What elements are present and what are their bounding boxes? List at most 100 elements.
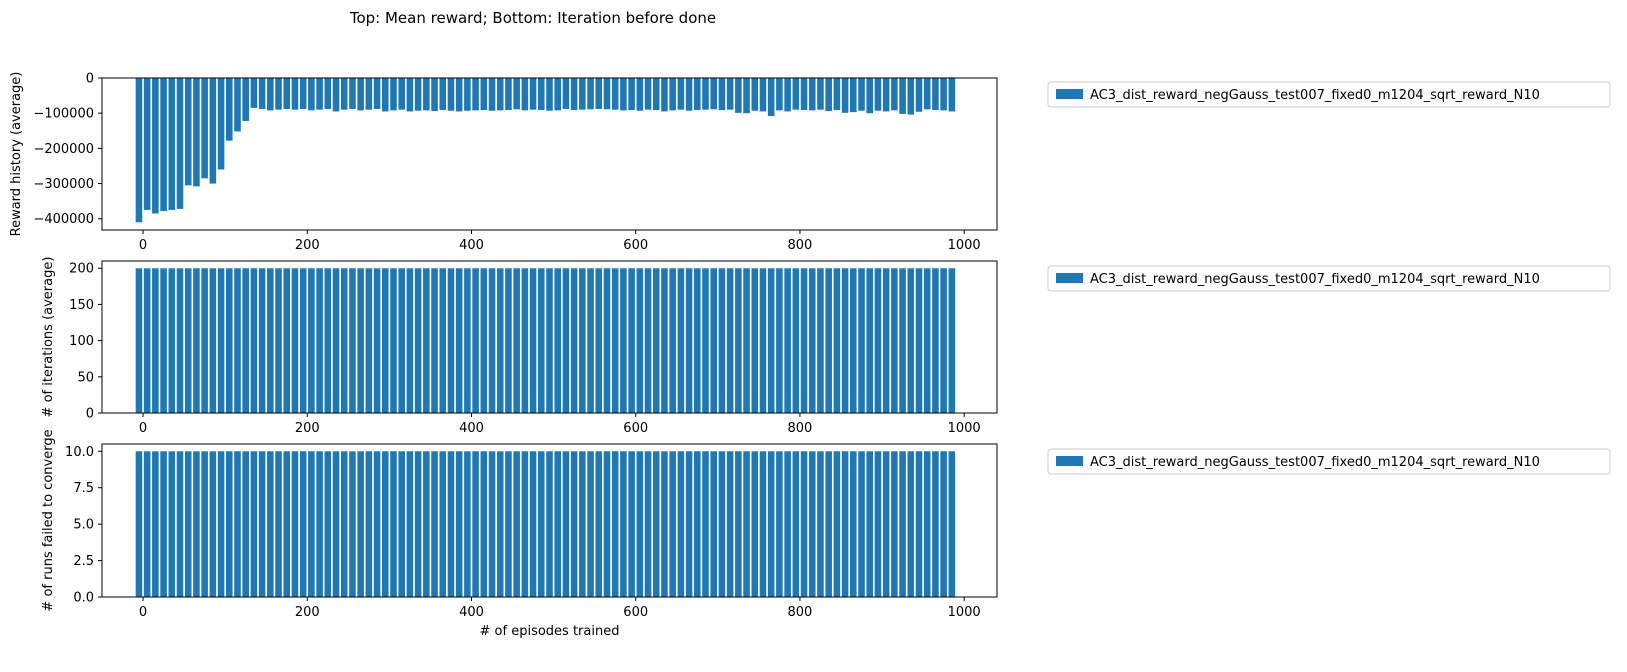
bar <box>661 268 668 413</box>
bar <box>340 451 348 597</box>
x-tick-label: 400 <box>459 238 484 253</box>
x-tick-label: 600 <box>623 605 648 620</box>
bar <box>406 268 414 413</box>
bar <box>160 451 167 597</box>
bar <box>603 451 611 597</box>
bar <box>685 451 693 597</box>
bar <box>275 268 282 413</box>
y-tick-label: 0.0 <box>73 591 94 606</box>
bar <box>496 268 504 413</box>
bar <box>357 78 364 111</box>
bar <box>923 268 931 413</box>
bar <box>291 268 299 413</box>
bar <box>423 451 430 597</box>
bar <box>636 268 644 413</box>
x-tick-label: 800 <box>788 238 813 253</box>
bar <box>710 78 718 110</box>
bar <box>258 268 266 413</box>
bar <box>694 78 701 111</box>
bar <box>858 78 865 111</box>
bar <box>496 451 504 597</box>
bar <box>652 78 660 111</box>
bar <box>349 451 356 597</box>
x-tick-label: 0 <box>139 605 147 620</box>
bar <box>915 78 923 112</box>
y-tick-label: 5.0 <box>73 518 94 533</box>
bar <box>833 78 841 111</box>
bar <box>160 78 167 211</box>
bar <box>661 78 668 112</box>
bar <box>899 451 906 597</box>
bar <box>833 268 841 413</box>
legend-swatch <box>1056 273 1083 283</box>
bar <box>217 451 225 597</box>
bar <box>538 451 545 597</box>
bar <box>258 451 266 597</box>
bar <box>743 78 750 114</box>
bar <box>784 78 791 112</box>
bar <box>907 78 915 115</box>
bar <box>439 268 447 413</box>
y-axis-label: # of iterations (average) <box>41 257 56 418</box>
bar <box>201 451 208 597</box>
bar <box>513 451 520 597</box>
bar <box>332 268 340 413</box>
legend-swatch <box>1056 89 1083 99</box>
bar <box>858 268 865 413</box>
bar <box>455 78 463 112</box>
legend: AC3_dist_reward_negGauss_test007_fixed0_… <box>1047 448 1611 475</box>
bar <box>340 78 348 110</box>
bar <box>373 268 381 413</box>
bar <box>308 451 315 597</box>
bar <box>447 268 455 413</box>
bar <box>464 268 471 413</box>
bar <box>242 268 249 413</box>
bar <box>538 268 545 413</box>
x-tick-label: 1000 <box>948 238 981 253</box>
x-tick-label: 600 <box>623 238 648 253</box>
bar <box>496 78 504 111</box>
bar <box>431 78 438 112</box>
bar <box>776 268 783 413</box>
bar <box>628 451 635 597</box>
bar <box>447 451 455 597</box>
y-tick-label: 2.5 <box>73 554 94 569</box>
bar <box>825 78 832 112</box>
bar <box>152 451 159 597</box>
bar <box>217 78 225 170</box>
bar <box>644 268 652 413</box>
bar <box>193 451 200 597</box>
legend-frame <box>1047 265 1611 292</box>
bar <box>349 268 356 413</box>
bar <box>579 268 586 413</box>
bar <box>899 268 906 413</box>
bar <box>661 451 668 597</box>
bar <box>636 78 644 111</box>
bar <box>570 78 578 111</box>
bar <box>316 78 323 110</box>
y-tick-label: 7.5 <box>73 481 94 496</box>
legend-label: AC3_dist_reward_negGauss_test007_fixed0_… <box>1090 455 1540 470</box>
bar <box>562 78 570 109</box>
bar <box>152 78 159 214</box>
bar <box>382 451 389 597</box>
bar <box>570 268 578 413</box>
chart-panel-1: 0 200 400 600 800 1000 0 −100000 −200000 −300000 −… <box>9 72 1611 253</box>
bar <box>850 268 857 413</box>
bar <box>800 78 808 111</box>
bar <box>521 451 529 597</box>
bar <box>866 451 874 597</box>
bar <box>948 78 956 112</box>
bar <box>431 451 438 597</box>
bar <box>291 78 299 110</box>
x-tick-label: 200 <box>295 421 320 436</box>
bar <box>874 451 882 597</box>
bar <box>874 268 882 413</box>
bar <box>669 451 676 597</box>
bar <box>579 78 586 110</box>
bar <box>258 78 266 109</box>
axes-frame <box>101 260 998 414</box>
bar <box>874 78 882 111</box>
bar <box>357 451 364 597</box>
